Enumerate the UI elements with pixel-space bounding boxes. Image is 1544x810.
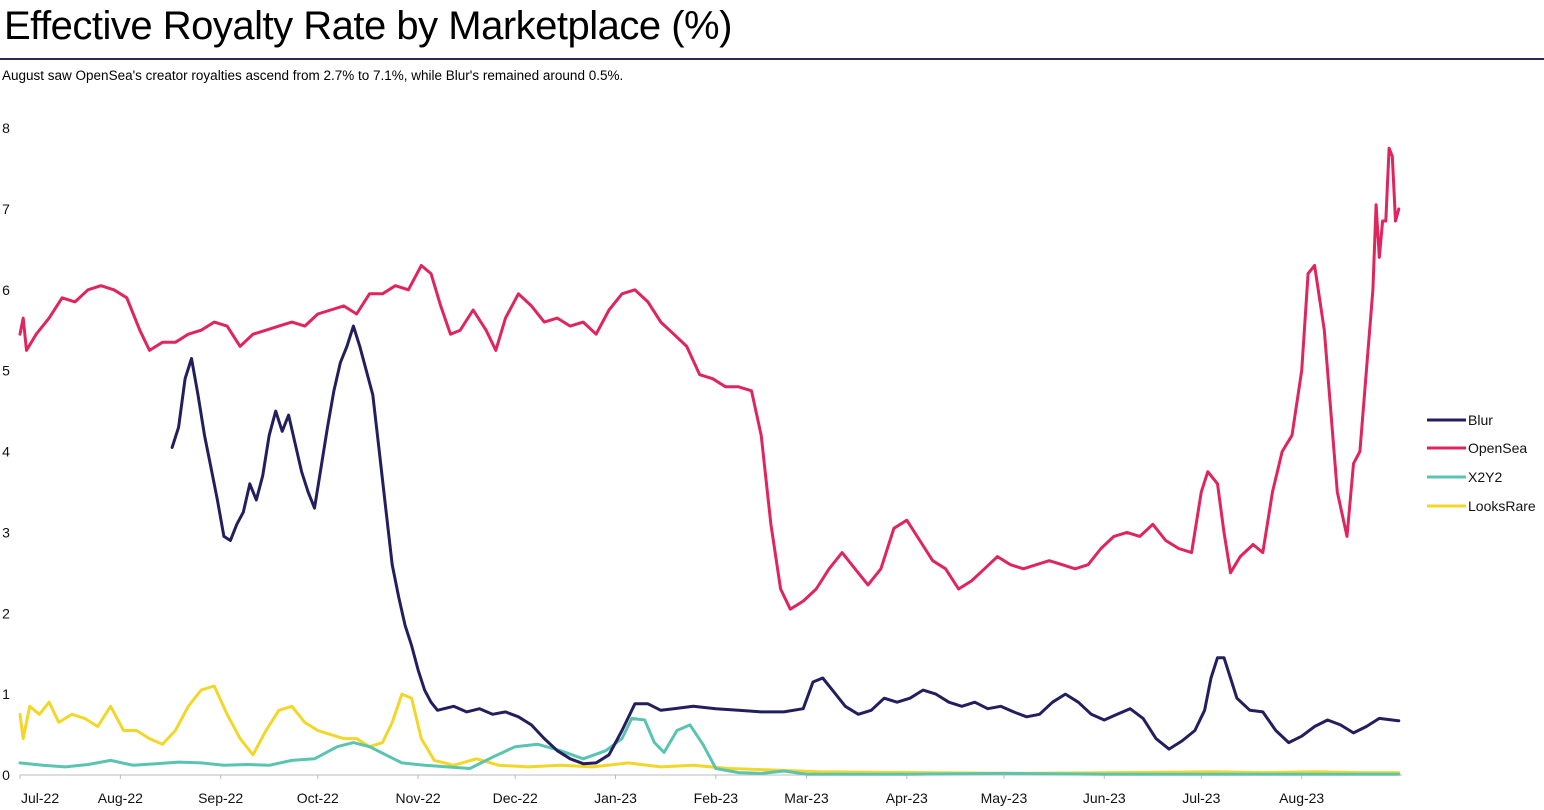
- x-tick-label: Jan-23: [594, 790, 637, 806]
- x-tick-label: Feb-23: [694, 790, 739, 806]
- y-tick-label: 5: [2, 363, 10, 379]
- y-tick-label: 1: [2, 686, 10, 702]
- x-tick-label: Jun-23: [1083, 790, 1126, 806]
- y-tick-label: 7: [2, 201, 10, 217]
- chart-title: Effective Royalty Rate by Marketplace (%…: [4, 4, 732, 48]
- y-tick-label: 0: [2, 767, 10, 783]
- x-tick-label: Aug-22: [98, 790, 143, 806]
- series-line-opensea: [18, 146, 1401, 611]
- legend-label-blur: Blur: [1468, 412, 1493, 428]
- x-tick-label: Sep-22: [198, 790, 243, 806]
- legend-label-looksrare: LooksRare: [1468, 498, 1536, 514]
- title-divider: [0, 58, 1544, 60]
- x-tick-label: Oct-22: [297, 790, 339, 806]
- x-tick-label: Jul-22: [21, 790, 59, 806]
- x-tick-label: Jul-23: [1182, 790, 1220, 806]
- y-tick-label: 2: [2, 605, 10, 621]
- chart-subtitle: August saw OpenSea's creator royalties a…: [2, 68, 624, 83]
- y-tick-label: 8: [2, 120, 10, 136]
- x-tick-label: Nov-22: [396, 790, 441, 806]
- x-tick-label: Aug-23: [1279, 790, 1324, 806]
- y-tick-label: 3: [2, 524, 10, 540]
- x-tick-label: Dec-22: [493, 790, 538, 806]
- series-line-blur: [170, 324, 1401, 766]
- x-tick-label: Apr-23: [886, 790, 928, 806]
- legend-label-opensea: OpenSea: [1468, 440, 1527, 456]
- x-tick-label: Mar-23: [784, 790, 829, 806]
- legend-label-x2y2: X2Y2: [1468, 469, 1502, 485]
- series-line-looksrare: [18, 684, 1401, 775]
- y-tick-label: 6: [2, 282, 10, 298]
- y-tick-label: 4: [2, 444, 10, 460]
- series-layer: [18, 146, 1401, 776]
- series-line-x2y2: [18, 716, 1401, 776]
- legend: Blur OpenSea X2Y2 LooksRare: [1427, 412, 1536, 514]
- x-tick-label: May-23: [981, 790, 1028, 806]
- axes: 0 1 2 3 4 5 6 7 8 Jul-22 Aug-22 Sep-22 Oct-22 Nov-22 D…: [2, 120, 1402, 806]
